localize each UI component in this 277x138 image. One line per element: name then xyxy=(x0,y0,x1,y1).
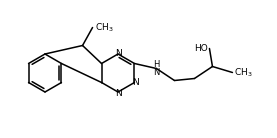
Text: CH$_3$: CH$_3$ xyxy=(94,21,113,34)
Text: N: N xyxy=(132,78,139,87)
Text: H
N: H N xyxy=(153,60,160,77)
Text: HO: HO xyxy=(194,44,207,53)
Text: N: N xyxy=(115,88,121,98)
Text: CH$_3$: CH$_3$ xyxy=(234,66,253,79)
Text: N: N xyxy=(115,50,121,59)
